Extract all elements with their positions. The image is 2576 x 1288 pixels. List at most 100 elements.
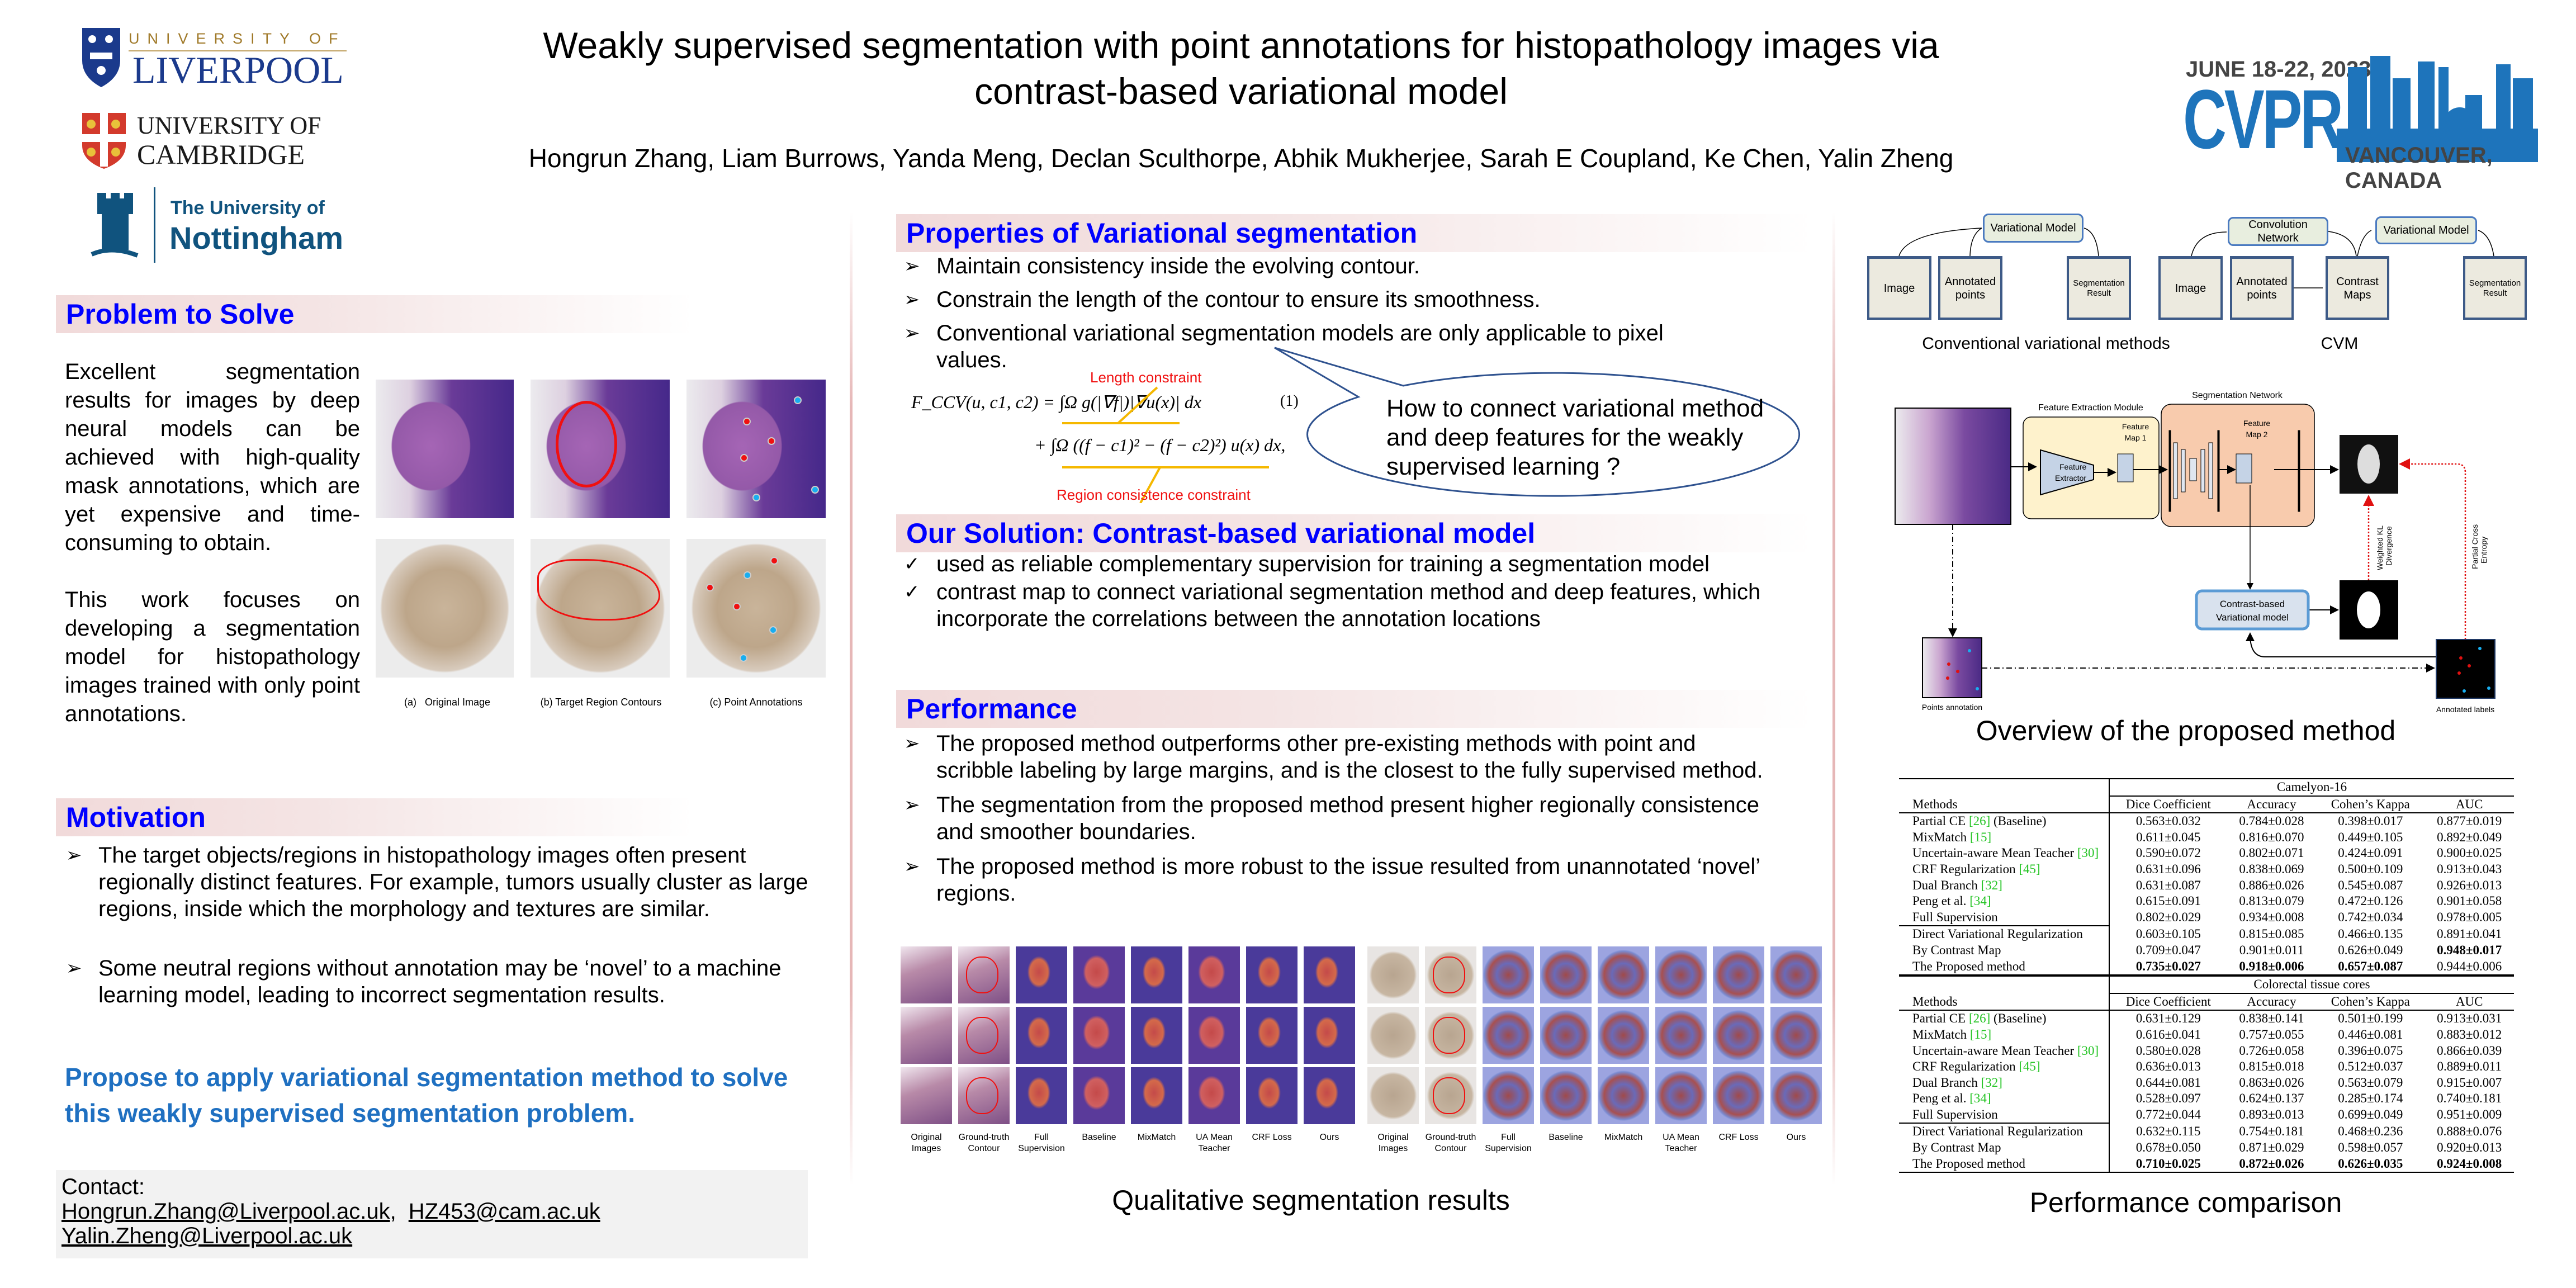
method-name: Peng et al. [34]: [1899, 1091, 2110, 1107]
metric-cell: 0.757±0.055: [2239, 1027, 2304, 1041]
metric-cell: 0.624±0.137: [2239, 1091, 2304, 1106]
he-contour-outline: [556, 401, 617, 487]
overview-caption: Overview of the proposed method: [1976, 715, 2396, 746]
problem-heading: Problem to Solve: [56, 295, 693, 333]
metric-cell: 0.580±0.028: [2135, 1043, 2201, 1058]
method-label: CRF Regularization: [1912, 1059, 2019, 1074]
negative-point: [740, 654, 747, 662]
ihc-points-image: [686, 539, 826, 678]
qualitative-thumbnail: [1540, 1067, 1592, 1124]
feature-map-1-line-1: Feature: [2122, 422, 2149, 431]
table-row: CRF Regularization [45] 0.636±0.013 0.815±…: [1899, 1059, 2514, 1075]
qualitative-thumbnail: [958, 1067, 1010, 1124]
feature-map-1-line-2: Map 1: [2125, 433, 2147, 442]
metric-cell: 0.944±0.006: [2437, 959, 2502, 973]
qualitative-thumbnail: [1483, 1067, 1534, 1124]
metric-cell: 0.472±0.126: [2338, 894, 2403, 908]
qualitative-column-label: Original Images: [911, 1133, 942, 1153]
qualitative-column-label: Original Images: [1377, 1133, 1409, 1153]
metric-cell: 0.512±0.037: [2338, 1059, 2403, 1074]
negative-point: [752, 494, 760, 501]
pce-line-2: Entropy: [2479, 537, 2488, 564]
weighted-kl-label: Weighted KLDivergence: [2375, 525, 2393, 570]
metric-cell: 0.934±0.008: [2239, 910, 2304, 925]
metric-cell: 0.616±0.041: [2135, 1027, 2201, 1041]
he-original-image: [376, 380, 514, 518]
method-name: Uncertain-aware Mean Teacher [30]: [1899, 1043, 2110, 1059]
results-tables: Methods Camelyon-16 Dice Coefficient Accur…: [1899, 778, 2514, 1173]
method-label: CRF Regularization: [1912, 861, 2019, 876]
annotated-points-box: Annotated points: [1938, 256, 2002, 320]
cvm-annotated-points-box: Annotated points: [2230, 256, 2294, 320]
solution-bullets: ✓ used as reliable complementary supervis…: [904, 551, 1776, 637]
arrow-bullet-icon: ➢: [904, 855, 920, 878]
metric-cell: 0.632±0.115: [2136, 1124, 2201, 1138]
email-link-1[interactable]: Hongrun.Zhang@Liverpool.ac.uk: [61, 1199, 390, 1224]
cbvm-line-2: Variational model: [2216, 612, 2289, 623]
arrow-bullet-icon: ➢: [904, 794, 920, 816]
metric-cell: 0.951±0.009: [2437, 1107, 2502, 1122]
metric-cell: 0.838±0.141: [2227, 1010, 2317, 1027]
qualitative-column-label: Ground-truth Contour: [958, 1133, 1010, 1153]
qualitative-thumbnail: [901, 1067, 952, 1124]
metric-cell: 0.466±0.135: [2338, 926, 2403, 941]
table-row: Peng et al. [34] 0.528±0.097 0.624±0.137 0.…: [1899, 1091, 2514, 1107]
diagram-arrows: [1898, 228, 2494, 288]
performance-bullets: ➢ The proposed method outperforms other p…: [904, 730, 1765, 911]
metric-cell: 0.740±0.181: [2437, 1091, 2502, 1106]
cambridge-crest-icon: [82, 113, 126, 169]
method-label: Direct Variational Regularization: [1912, 927, 2083, 941]
table-row: Peng et al. [34] 0.615±0.091 0.813±0.079 0.…: [1899, 893, 2514, 910]
cambridge-logo: UNIVERSITY OF CAMBRIDGE: [81, 112, 349, 173]
qualitative-thumbnail: [1655, 1007, 1707, 1064]
positive-point: [770, 557, 778, 565]
method-name: MixMatch [15]: [1899, 829, 2110, 846]
kl-line-1: Weighted KL: [2375, 525, 2384, 570]
metric-cell: 0.735±0.027: [2135, 959, 2201, 973]
metric-cell: 0.815±0.018: [2239, 1059, 2304, 1074]
formula-line-2: + ∫Ω ((f − c1)² − (f − c2)²) u(x) dx,: [1034, 435, 1286, 455]
metric-cell: 0.816±0.070: [2239, 830, 2304, 844]
problem-para-2: This work focuses on developing a segmen…: [65, 588, 360, 726]
authors: Hongrun Zhang, Liam Burrows, Yanda Meng,…: [528, 144, 1954, 173]
qualitative-column-label: MixMatch: [1604, 1133, 1643, 1142]
citation: [34]: [1969, 1091, 1991, 1106]
feature-map-2-label: Feature Map 2: [2243, 419, 2270, 439]
email-link-3[interactable]: Yalin.Zheng@Liverpool.ac.uk: [61, 1224, 353, 1248]
qualitative-column-label: UA Mean Teacher: [1663, 1133, 1699, 1153]
callout-text: How to connect variational method and de…: [1386, 395, 1764, 480]
performance-bullet: ➢ The proposed method outperforms other p…: [904, 730, 1765, 784]
citation: [26]: [1968, 814, 1991, 828]
column-header: Cohen’s Kappa: [2331, 797, 2410, 811]
negative-point: [744, 571, 751, 579]
qualitative-thumbnail: [1016, 1007, 1067, 1064]
title-line-1: Weakly supervised segmentation with poin…: [543, 25, 1939, 66]
length-constraint-label: Length constraint: [1090, 369, 1202, 386]
qualitative-column-label: Full Supervision: [1018, 1133, 1065, 1153]
metric-cell: 0.742±0.034: [2338, 910, 2403, 925]
email-link-2[interactable]: HZ453@cam.ac.uk: [408, 1199, 600, 1224]
citation: [15]: [1969, 830, 1992, 844]
citation: [32]: [1981, 1075, 2002, 1090]
qualitative-thumbnail: [1304, 946, 1355, 1003]
metric-cell: 0.563±0.032: [2109, 812, 2227, 830]
qualitative-thumbnail: [1016, 1067, 1067, 1124]
contact-box: Contact: Hongrun.Zhang@Liverpool.ac.uk, H…: [56, 1170, 808, 1258]
qualitative-thumbnail: [1598, 946, 1649, 1003]
metric-cell: 0.866±0.039: [2437, 1043, 2502, 1058]
metric-cell: 0.636±0.013: [2135, 1059, 2201, 1074]
solution-bullet: ✓ contrast map to connect variational seg…: [904, 579, 1776, 632]
citation: [30]: [2077, 846, 2099, 860]
feature-map-1: [2117, 453, 2134, 482]
qualitative-thumbnail: [1713, 1007, 1764, 1064]
metric-cell: 0.886±0.026: [2239, 878, 2304, 892]
method-label: Uncertain-aware Mean Teacher: [1912, 846, 2077, 860]
metric-cell: 0.918±0.006: [2239, 959, 2304, 973]
qualitative-thumbnail: [1367, 1067, 1419, 1124]
bullet-text: The target objects/regions in histopatho…: [98, 843, 808, 921]
method-suffix: (Baseline): [1990, 814, 2047, 828]
method-label: Partial CE: [1912, 814, 1969, 828]
methods-header: Methods: [1899, 779, 2110, 813]
predicted-region: [2357, 444, 2380, 484]
metric-cell: 0.631±0.129: [2109, 1010, 2227, 1027]
